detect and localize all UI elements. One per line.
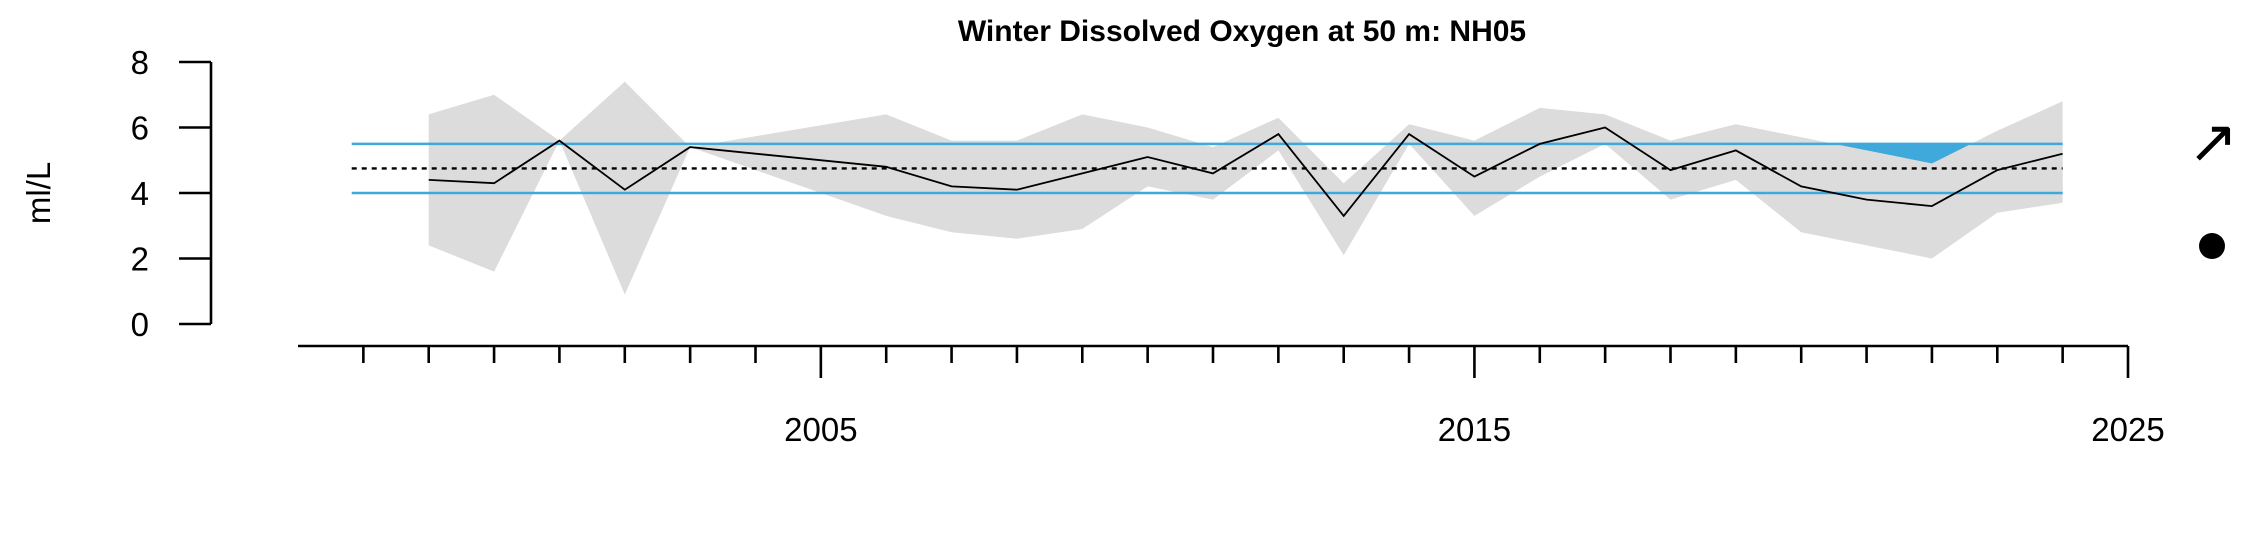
uncertainty-band-polygon bbox=[428, 81, 2063, 295]
y-tick-label: 8 bbox=[131, 44, 149, 81]
chart-title: Winter Dissolved Oxygen at 50 m: NH05 bbox=[958, 15, 1526, 48]
status-dot-icon bbox=[2199, 233, 2225, 259]
uncertainty-band bbox=[428, 81, 2063, 295]
x-tick-label: 2015 bbox=[1438, 411, 1511, 448]
y-tick-label: 6 bbox=[131, 110, 149, 147]
recent-window-exceedance bbox=[1801, 143, 2063, 164]
indicator-panel: ↗ bbox=[2188, 108, 2238, 259]
y-axis-label: ml/L bbox=[20, 162, 57, 224]
trend-arrow-icon: ↗ bbox=[2188, 108, 2238, 175]
x-tick-label: 2025 bbox=[2091, 411, 2164, 448]
y-tick-label: 4 bbox=[131, 175, 149, 212]
x-axis: 2005 2015 2025 bbox=[298, 344, 2165, 448]
x-tick-label: 2005 bbox=[784, 411, 857, 448]
data-series-line bbox=[428, 126, 2063, 218]
y-tick-label: 0 bbox=[131, 306, 149, 343]
reference-lines bbox=[351, 142, 2063, 195]
data-line-layer bbox=[428, 126, 2063, 218]
y-axis: 0 2 4 6 8 bbox=[131, 44, 213, 343]
y-tick-label: 2 bbox=[131, 241, 149, 278]
